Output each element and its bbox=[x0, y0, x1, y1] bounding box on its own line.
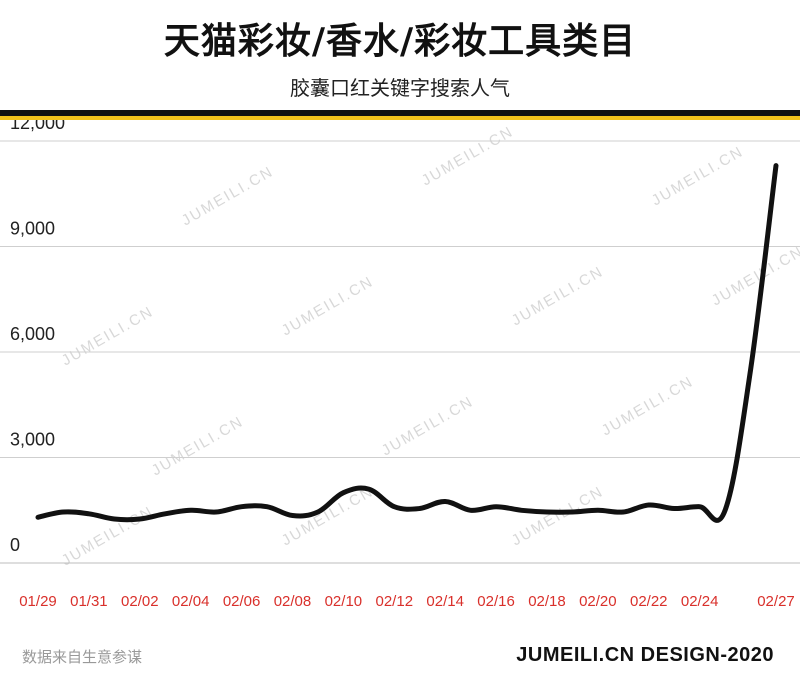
x-tick-label: 02/14 bbox=[426, 593, 464, 610]
series-line bbox=[35, 163, 779, 523]
x-tick-label: 02/10 bbox=[325, 593, 363, 610]
x-tick-label: 02/20 bbox=[579, 593, 617, 610]
watermark-text: JUMEILI.CN bbox=[709, 243, 800, 309]
watermark-text: JUMEILI.CN bbox=[379, 393, 477, 459]
x-tick-label: 01/29 bbox=[19, 593, 57, 610]
x-tick-label: 02/16 bbox=[477, 593, 515, 610]
x-tick-label: 02/18 bbox=[528, 593, 566, 610]
y-tick-label: 3,000 bbox=[10, 430, 55, 450]
x-tick-label: 02/12 bbox=[376, 593, 414, 610]
x-tick-label: 02/04 bbox=[172, 593, 210, 610]
y-axis-layer: 0 3,000 6,000 9,000 12,000 bbox=[10, 120, 65, 555]
header-divider-yellow bbox=[0, 116, 800, 120]
watermark-text: JUMEILI.CN bbox=[509, 483, 607, 549]
y-tick-label: 9,000 bbox=[10, 219, 55, 239]
x-tick-label: 02/08 bbox=[274, 593, 312, 610]
watermark-text: JUMEILI.CN bbox=[59, 303, 157, 369]
chart-subtitle: 胶囊口红关键字搜索人气 bbox=[290, 76, 510, 100]
x-axis-layer: 01/29 01/31 02/02 02/04 02/06 02/08 02/10 02/12… bbox=[19, 593, 795, 610]
chart-title: 天猫彩妆/香水/彩妆工具类目 bbox=[163, 21, 637, 62]
y-tick-label: 12,000 bbox=[10, 120, 65, 133]
brand-credit: JUMEILI.CN DESIGN-2020 bbox=[516, 644, 774, 666]
watermark-text: JUMEILI.CN bbox=[599, 373, 697, 439]
x-tick-label: 02/02 bbox=[121, 593, 159, 610]
x-tick-label: 02/22 bbox=[630, 593, 668, 610]
watermark-text: JUMEILI.CN bbox=[149, 413, 247, 479]
watermark-text: JUMEILI.CN bbox=[279, 273, 377, 339]
grid-layer bbox=[0, 140, 800, 564]
header-divider-black bbox=[0, 110, 800, 116]
x-tick-label: 02/06 bbox=[223, 593, 261, 610]
y-tick-label: 6,000 bbox=[10, 324, 55, 344]
watermark-text: JUMEILI.CN bbox=[649, 143, 747, 209]
watermark-text: JUMEILI.CN bbox=[419, 123, 517, 189]
x-tick-label: 01/31 bbox=[70, 593, 108, 610]
data-source-note: 数据来自生意参谋 bbox=[22, 648, 143, 666]
y-tick-label: 0 bbox=[10, 535, 20, 555]
series-layer bbox=[35, 163, 779, 523]
watermark-text: JUMEILI.CN bbox=[509, 263, 607, 329]
watermark-text: JUMEILI.CN bbox=[179, 163, 277, 229]
x-tick-label: 02/27 bbox=[757, 593, 795, 610]
x-tick-label: 02/24 bbox=[681, 593, 719, 610]
